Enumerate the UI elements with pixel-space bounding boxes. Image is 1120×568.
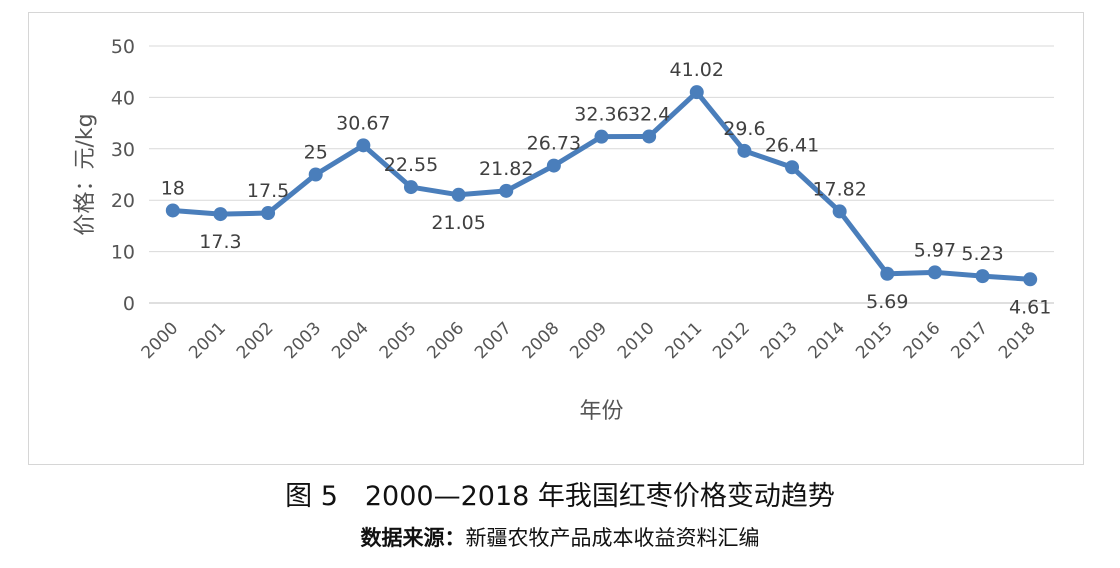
- data-point: [403, 180, 418, 195]
- data-label: 5.23: [961, 243, 1003, 265]
- data-point: [642, 129, 657, 144]
- data-point: [737, 143, 752, 158]
- data-point: [594, 129, 609, 144]
- data-label: 21.05: [431, 212, 485, 234]
- data-label: 17.5: [247, 180, 289, 202]
- x-tick-label: 2004: [328, 318, 373, 363]
- x-tick-label: 2011: [662, 318, 707, 363]
- x-tick-label: 2003: [281, 318, 326, 363]
- data-point: [356, 138, 371, 153]
- source-label: 数据来源：: [360, 525, 466, 550]
- x-tick-label: 2016: [900, 318, 945, 363]
- data-label: 5.69: [866, 291, 908, 313]
- data-point: [213, 207, 228, 222]
- data-point: [785, 160, 800, 175]
- y-tick-label: 10: [111, 242, 135, 264]
- data-point: [261, 206, 276, 221]
- data-label: 32.36: [574, 104, 628, 126]
- data-point: [975, 269, 990, 284]
- x-tick-label: 2015: [852, 318, 897, 363]
- x-tick-label: 2008: [519, 318, 564, 363]
- x-tick-label: 2000: [138, 318, 183, 363]
- data-label: 22.55: [384, 154, 438, 176]
- data-label: 32.4: [628, 103, 670, 125]
- data-label: 17.82: [812, 178, 866, 200]
- y-tick-label: 0: [123, 293, 135, 315]
- data-point: [689, 85, 704, 100]
- data-label: 4.61: [1009, 296, 1051, 318]
- data-label: 26.41: [765, 134, 819, 156]
- x-axis-title: 年份: [579, 399, 623, 424]
- data-point: [1023, 272, 1038, 287]
- data-label: 25: [304, 142, 328, 164]
- x-tick-label: 2017: [947, 318, 992, 363]
- x-tick-label: 2018: [995, 318, 1040, 363]
- data-label: 5.97: [914, 239, 956, 261]
- data-source-note: 数据来源：新疆农牧产品成本收益资料汇编: [0, 522, 1120, 552]
- data-point: [165, 203, 180, 218]
- x-tick-label: 2006: [423, 318, 468, 363]
- y-tick-label: 50: [111, 36, 135, 58]
- source-text: 新疆农牧产品成本收益资料汇编: [465, 526, 760, 550]
- data-label: 18: [161, 177, 185, 199]
- data-label: 21.82: [479, 158, 533, 180]
- data-point: [880, 266, 895, 281]
- x-tick-label: 2002: [233, 318, 278, 363]
- data-point: [499, 183, 514, 198]
- x-tick-label: 2010: [614, 318, 659, 363]
- data-label: 17.3: [199, 231, 241, 253]
- chart-frame: 0 10 20 30 40 50 2000 2001 2002 2003 2004 2005 2006 2…: [28, 12, 1084, 465]
- x-tick-label: 2001: [185, 318, 230, 363]
- x-tick-label: 2009: [566, 318, 611, 363]
- y-tick-label: 20: [111, 190, 135, 212]
- x-tick-label: 2013: [757, 318, 802, 363]
- x-tick-label: 2005: [376, 318, 421, 363]
- figure-caption: 图 5 2000—2018 年我国红枣价格变动趋势: [285, 481, 835, 512]
- y-tick-label: 30: [111, 139, 135, 161]
- data-label: 29.6: [723, 118, 765, 140]
- data-label: 41.02: [670, 59, 724, 81]
- x-tick-label: 2012: [709, 318, 754, 363]
- data-point: [832, 204, 847, 219]
- data-label: 30.67: [336, 112, 390, 134]
- y-tick-label: 40: [111, 87, 135, 109]
- y-axis-title: 价格：元/kg: [73, 113, 98, 235]
- data-point: [927, 265, 942, 280]
- data-label: 26.73: [527, 133, 581, 155]
- data-point: [546, 158, 561, 173]
- x-tick-label: 2007: [471, 318, 516, 363]
- data-point: [308, 167, 323, 182]
- x-tick-label: 2014: [804, 318, 849, 363]
- data-point: [451, 187, 466, 202]
